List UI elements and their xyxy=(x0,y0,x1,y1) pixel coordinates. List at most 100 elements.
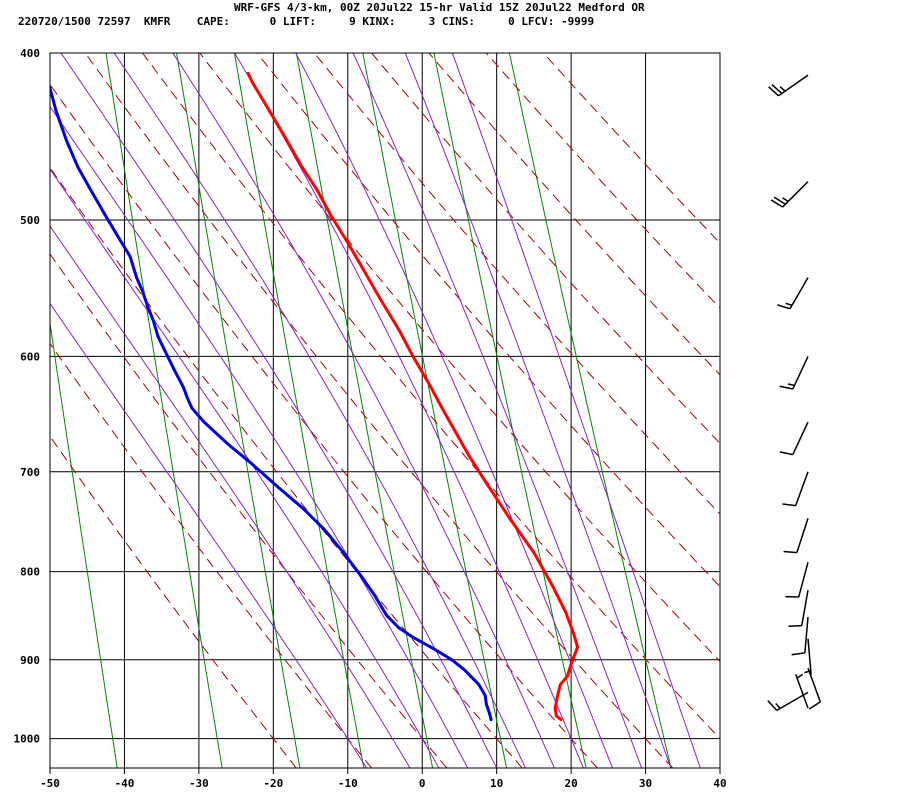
thermo-background-lines xyxy=(50,53,720,768)
temp-tick-0: 0 xyxy=(419,777,426,790)
temp-tick--40: -40 xyxy=(115,777,135,790)
mixing-ratio-8 xyxy=(362,53,508,768)
wind-barb-5 xyxy=(782,471,809,507)
barb-full-0 xyxy=(783,550,797,554)
dry-adiabat-20 xyxy=(50,83,598,768)
barb-half-1 xyxy=(787,383,795,387)
pressure-tick-600: 600 xyxy=(20,350,40,363)
pressure-tick-500: 500 xyxy=(20,214,40,227)
barb-staff xyxy=(807,638,812,675)
dewpoint-trace xyxy=(50,82,493,722)
barb-staff xyxy=(807,667,822,703)
barb-staff xyxy=(794,471,809,506)
mixing-ratio-16 xyxy=(433,53,587,768)
wind-barb-9 xyxy=(791,616,809,656)
dry-adiabats xyxy=(50,53,720,768)
pressure-tick-400: 400 xyxy=(20,47,40,60)
barb-staff xyxy=(789,277,809,310)
barb-half-2 xyxy=(782,197,789,203)
barb-staff xyxy=(792,421,809,455)
temp-tick--30: -30 xyxy=(189,777,209,790)
moist-adiabat-16 xyxy=(172,53,555,768)
barb-full-0 xyxy=(770,199,783,208)
moist-adiabat--4 xyxy=(50,225,411,768)
barb-half-1 xyxy=(775,702,781,709)
barb-full-1 xyxy=(773,196,786,205)
moist-adiabat-36 xyxy=(451,53,701,768)
dry-adiabat-10 xyxy=(50,166,523,768)
mixing-ratio-32 xyxy=(508,53,672,768)
moist-adiabat--10 xyxy=(50,302,368,768)
pressure-tick-1000: 1000 xyxy=(14,733,41,746)
pressure-tick-700: 700 xyxy=(20,466,40,479)
barb-staff xyxy=(797,562,809,598)
dry-adiabat-100 xyxy=(485,53,720,309)
barb-half-0 xyxy=(796,673,804,679)
temp-tick--10: -10 xyxy=(338,777,358,790)
mixing-ratio-lines xyxy=(50,53,672,768)
wind-barb-3 xyxy=(779,356,809,390)
dry-adiabat-70 xyxy=(314,53,720,515)
barb-full-0 xyxy=(768,86,780,97)
moist-adiabat-20 xyxy=(234,53,584,768)
barb-full-1 xyxy=(771,83,783,95)
wind-barb-2 xyxy=(777,277,809,310)
wind-barb-1 xyxy=(770,181,809,208)
barb-full-0 xyxy=(808,701,821,710)
dry-adiabat-90 xyxy=(428,53,720,376)
barb-staff xyxy=(804,616,809,653)
barb-full-0 xyxy=(779,385,793,390)
wind-barb-7 xyxy=(785,562,809,598)
temperature-trace xyxy=(246,71,580,722)
barb-staff xyxy=(801,590,809,626)
dry-adiabat-80 xyxy=(371,53,720,445)
mixing-ratio-1 xyxy=(176,53,301,768)
moist-adiabat-8 xyxy=(60,53,498,768)
wind-barb-6 xyxy=(783,518,809,554)
barb-staff xyxy=(778,74,809,97)
moist-adiabat-0 xyxy=(50,168,440,768)
barb-half-2 xyxy=(779,86,786,92)
temp-tick-10: 10 xyxy=(490,777,503,790)
dry-adiabat-30 xyxy=(84,53,674,768)
temp-tick--20: -20 xyxy=(263,777,283,790)
barb-half-1 xyxy=(785,302,793,306)
temp-tick-20: 20 xyxy=(564,777,577,790)
moist-adiabat-32 xyxy=(404,53,672,768)
wind-barbs xyxy=(767,74,822,712)
barb-staff xyxy=(782,181,809,208)
pressure-tick-900: 900 xyxy=(20,654,40,667)
pressure-tick-800: 800 xyxy=(20,566,40,579)
barb-full-0 xyxy=(782,503,796,507)
wind-barb-8 xyxy=(788,590,809,628)
temp-tick--50: -50 xyxy=(40,777,60,790)
moist-adiabat-4 xyxy=(50,105,469,768)
dry-adiabat-40 xyxy=(142,53,720,740)
dry-adiabat--20 xyxy=(50,435,297,768)
barb-full-0 xyxy=(767,700,778,711)
temp-tick-30: 30 xyxy=(639,777,652,790)
mixing-ratio-2 xyxy=(233,53,365,768)
moist-adiabat-28 xyxy=(352,53,643,768)
barb-full-0 xyxy=(788,624,802,628)
wind-barb-4 xyxy=(779,421,809,456)
pressure-axis: 400 500 600 700 800 900 1000 xyxy=(14,47,41,746)
wind-barb-12 xyxy=(767,691,809,712)
wind-barb-13 xyxy=(794,673,809,709)
temp-tick-40: 40 xyxy=(713,777,726,790)
barb-staff xyxy=(792,356,809,390)
moist-adiabat-12 xyxy=(113,53,526,768)
mixing-ratio-4 xyxy=(295,53,434,768)
dry-adiabat-0 xyxy=(50,253,448,768)
chart-title: WRF-GFS 4/3-km, 00Z 20Jul22 15-hr Valid … xyxy=(234,1,645,14)
pressure-temperature-grid xyxy=(50,53,720,768)
barb-full-0 xyxy=(779,451,793,456)
dry-adiabat--10 xyxy=(50,342,372,768)
moist-adiabats xyxy=(50,53,701,768)
header: WRF-GFS 4/3-km, 00Z 20Jul22 15-hr Valid … xyxy=(0,0,900,34)
station-indices: 220720/1500 72597 KMFR CAPE: 0 LIFT: 9 K… xyxy=(18,15,595,28)
wind-barb-0 xyxy=(768,74,809,97)
plot-frame xyxy=(49,52,721,769)
barb-staff xyxy=(794,674,809,709)
